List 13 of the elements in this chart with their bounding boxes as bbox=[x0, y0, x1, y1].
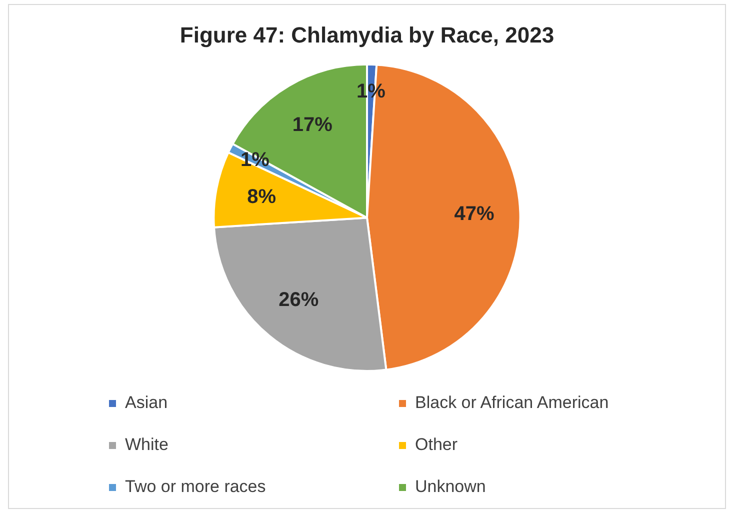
data-label: 47% bbox=[454, 202, 494, 225]
chart-title: Figure 47: Chlamydia by Race, 2023 bbox=[180, 22, 554, 48]
data-label: 17% bbox=[292, 114, 333, 136]
legend-label: Asian bbox=[124, 393, 169, 413]
data-label: 1% bbox=[356, 80, 386, 103]
legend-label: Black or African American bbox=[414, 393, 610, 413]
data-label: 1% bbox=[240, 149, 270, 172]
legend-label: Unknown bbox=[414, 477, 487, 497]
legend-label: Other bbox=[414, 435, 459, 455]
data-label: 8% bbox=[247, 186, 276, 208]
data-label: 26% bbox=[278, 288, 319, 311]
legend-label: Two or more races bbox=[124, 477, 267, 497]
legend-label: White bbox=[124, 435, 170, 455]
